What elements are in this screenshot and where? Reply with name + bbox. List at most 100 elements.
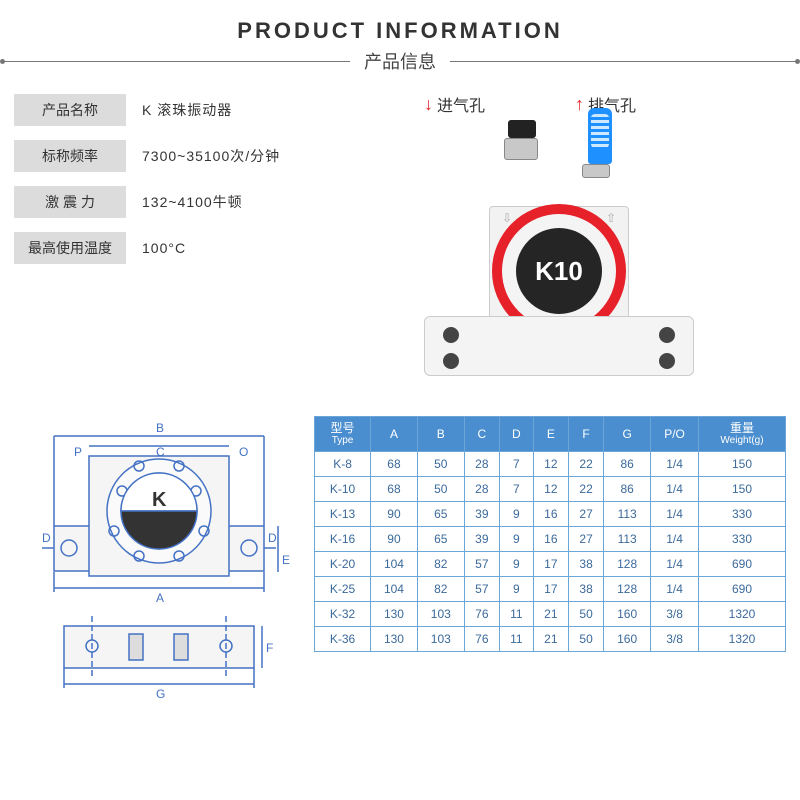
table-cell: 160 xyxy=(604,602,651,627)
svg-text:F: F xyxy=(266,641,273,655)
table-cell: 90 xyxy=(371,527,418,552)
table-row: K-1068502871222861/4150 xyxy=(315,477,786,502)
svg-text:D: D xyxy=(42,531,51,545)
table-cell: 27 xyxy=(568,502,603,527)
table-cell: 68 xyxy=(371,477,418,502)
specs-panel: 产品名称K 滚珠振动器标称频率7300~35100次/分钟激 震 力132~41… xyxy=(14,86,324,406)
table-cell: K-10 xyxy=(315,477,371,502)
table-cell: 28 xyxy=(464,452,499,477)
table-cell: 1/4 xyxy=(651,552,699,577)
table-header: 重量Weight(g) xyxy=(699,417,786,452)
table-cell: K-13 xyxy=(315,502,371,527)
table-cell: K-36 xyxy=(315,627,371,652)
table-cell: 330 xyxy=(699,502,786,527)
mount-hole xyxy=(443,353,459,369)
table-cell: 7 xyxy=(499,477,533,502)
table-header: C xyxy=(464,417,499,452)
table-cell: 1/4 xyxy=(651,527,699,552)
mount-hole xyxy=(659,353,675,369)
table-cell: 38 xyxy=(568,577,603,602)
table-row: K-251048257917381281/4690 xyxy=(315,577,786,602)
table-header: E xyxy=(533,417,568,452)
table-cell: 22 xyxy=(568,452,603,477)
table-cell: 150 xyxy=(699,477,786,502)
content-row: 产品名称K 滚珠振动器标称频率7300~35100次/分钟激 震 力132~41… xyxy=(0,86,800,406)
bottom-row: K B C P O D D E A F G xyxy=(0,406,800,721)
table-cell: 86 xyxy=(604,452,651,477)
table-cell: 68 xyxy=(371,452,418,477)
table-cell: 690 xyxy=(699,577,786,602)
table-cell: 11 xyxy=(499,602,533,627)
table-cell: 82 xyxy=(417,552,464,577)
spec-row: 标称频率7300~35100次/分钟 xyxy=(14,140,324,172)
table-cell: 50 xyxy=(568,602,603,627)
device-base xyxy=(424,316,694,376)
table-cell: 12 xyxy=(533,477,568,502)
svg-text:E: E xyxy=(282,553,290,567)
table-cell: 12 xyxy=(533,452,568,477)
table-cell: 39 xyxy=(464,527,499,552)
table-cell: K-32 xyxy=(315,602,371,627)
table-cell: 9 xyxy=(499,552,533,577)
device-illustration: ⇩ ⇧ K10 xyxy=(384,126,734,396)
table-header: 型号Type xyxy=(315,417,371,452)
table-cell: 1/4 xyxy=(651,477,699,502)
title-zh-row: 产品信息 xyxy=(0,48,800,74)
mount-hole xyxy=(659,327,675,343)
spec-row: 产品名称K 滚珠振动器 xyxy=(14,94,324,126)
table-cell: 104 xyxy=(371,577,418,602)
table-row: K-16906539916271131/4330 xyxy=(315,527,786,552)
table-cell: 16 xyxy=(533,502,568,527)
table-cell: 150 xyxy=(699,452,786,477)
table-cell: 1320 xyxy=(699,602,786,627)
product-image: ↓ 进气孔 ↑ 排气孔 ⇩ ⇧ K10 xyxy=(324,86,786,406)
table-cell: 90 xyxy=(371,502,418,527)
table-cell: 65 xyxy=(417,527,464,552)
table-cell: 16 xyxy=(533,527,568,552)
table-cell: K-20 xyxy=(315,552,371,577)
spec-label: 最高使用温度 xyxy=(14,232,126,264)
table-row: K-201048257917381281/4690 xyxy=(315,552,786,577)
table-cell: 128 xyxy=(604,577,651,602)
flow-arrow-icon: ⇧ xyxy=(606,211,616,225)
divider-dot xyxy=(795,59,800,64)
table-cell: 3/8 xyxy=(651,627,699,652)
table-cell: 39 xyxy=(464,502,499,527)
mount-hole xyxy=(443,327,459,343)
inlet-fitting xyxy=(504,120,540,160)
table-cell: K-25 xyxy=(315,577,371,602)
table-row: K-13906539916271131/4330 xyxy=(315,502,786,527)
spec-value: 7300~35100次/分钟 xyxy=(126,146,280,166)
drawing-letter: K xyxy=(152,489,167,511)
table-cell: 82 xyxy=(417,577,464,602)
header: PRODUCT INFORMATION 产品信息 xyxy=(0,0,800,86)
table-cell: 21 xyxy=(533,602,568,627)
table-cell: 57 xyxy=(464,577,499,602)
svg-text:O: O xyxy=(239,445,248,459)
title-en: PRODUCT INFORMATION xyxy=(0,18,800,44)
divider-line xyxy=(5,61,350,62)
divider-line xyxy=(450,61,795,62)
table-cell: 690 xyxy=(699,552,786,577)
table-cell: 50 xyxy=(417,477,464,502)
table-cell: 27 xyxy=(568,527,603,552)
table-cell: 28 xyxy=(464,477,499,502)
table-cell: 65 xyxy=(417,502,464,527)
table-cell: 160 xyxy=(604,627,651,652)
callout-inlet: ↓ 进气孔 xyxy=(424,92,485,116)
spec-value: 100°C xyxy=(126,240,186,256)
table-header: G xyxy=(604,417,651,452)
table-header: P/O xyxy=(651,417,699,452)
product-model-label: K10 xyxy=(516,228,602,314)
table-cell: 50 xyxy=(568,627,603,652)
svg-text:G: G xyxy=(156,687,165,701)
table-cell: 104 xyxy=(371,552,418,577)
table-cell: 76 xyxy=(464,602,499,627)
table-cell: 7 xyxy=(499,452,533,477)
table-cell: K-16 xyxy=(315,527,371,552)
table-cell: 22 xyxy=(568,477,603,502)
table-cell: 113 xyxy=(604,527,651,552)
table-cell: 76 xyxy=(464,627,499,652)
table-cell: 57 xyxy=(464,552,499,577)
table-header: B xyxy=(417,417,464,452)
